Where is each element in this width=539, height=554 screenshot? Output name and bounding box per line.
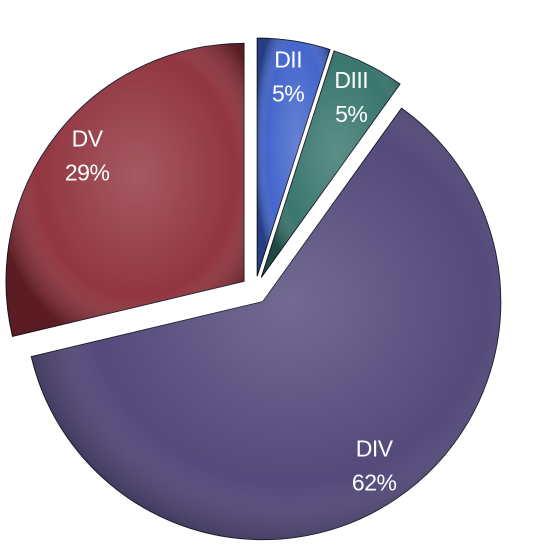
slice-value-label: 5%: [272, 81, 304, 107]
slice-label: DIV: [356, 436, 394, 462]
slice-label: DIII: [334, 67, 368, 93]
slice-value-label: 5%: [335, 101, 367, 127]
slice-label: DII: [274, 47, 302, 73]
slice-value-label: 62%: [352, 470, 397, 496]
pie-slice: [5, 42, 245, 337]
slice-value-label: 29%: [65, 159, 110, 185]
slice-label: DV: [72, 125, 104, 151]
